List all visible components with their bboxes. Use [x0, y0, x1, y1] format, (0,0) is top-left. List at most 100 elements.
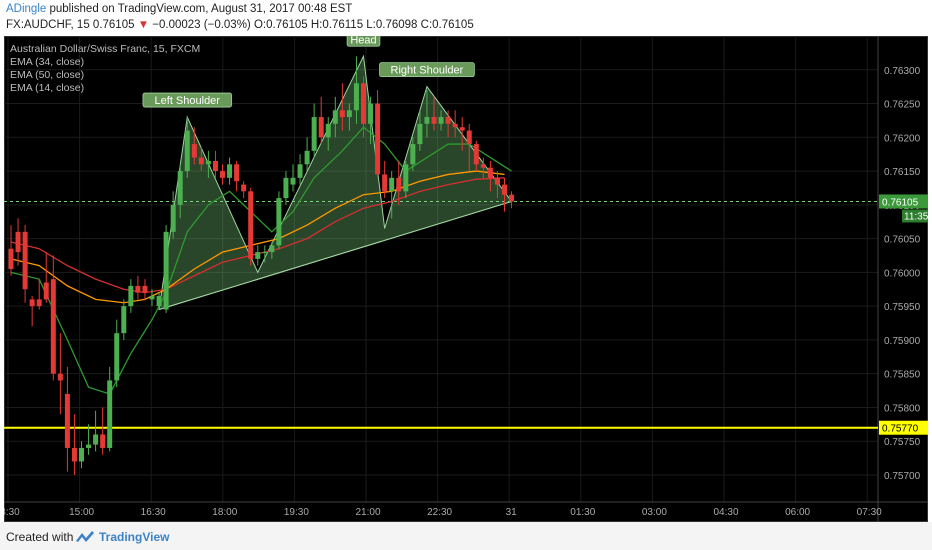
- ema-14-line: [10, 126, 512, 395]
- y-tick-label: 0.75950: [884, 302, 921, 313]
- created-with-text: Created with: [6, 530, 74, 544]
- candle: [170, 191, 176, 239]
- y-tick-label: 0.75800: [884, 403, 921, 414]
- candle-body: [121, 306, 127, 334]
- candle: [368, 96, 374, 145]
- y-tick-label: 0.76250: [884, 100, 921, 111]
- candle-body: [191, 144, 197, 158]
- candle: [191, 127, 197, 165]
- candle-body: [50, 279, 56, 374]
- candle: [262, 245, 268, 263]
- candle: [255, 245, 261, 266]
- current-price-tag: 0.76105: [882, 197, 919, 208]
- candle: [269, 241, 275, 259]
- candle: [43, 252, 49, 303]
- candle-body: [445, 117, 451, 124]
- candle: [135, 275, 141, 300]
- candle-body: [389, 177, 395, 192]
- candle: [64, 366, 70, 472]
- candle: [149, 289, 155, 307]
- footer-bar: Created with TradingView: [0, 522, 932, 550]
- candle-body: [346, 110, 352, 118]
- candle-body: [304, 150, 310, 165]
- published-text: published on TradingView.com, August 31,…: [49, 3, 353, 15]
- candle-body: [71, 447, 77, 462]
- x-tick-label: 01:30: [570, 507, 595, 518]
- candle: [396, 160, 402, 205]
- candle: [142, 279, 148, 300]
- candle: [445, 110, 451, 138]
- candle: [50, 255, 56, 381]
- candle-body: [227, 164, 233, 178]
- support-price-tag-bg: [879, 420, 928, 435]
- candle: [438, 110, 444, 131]
- candle-body: [234, 164, 240, 182]
- candle-body: [431, 117, 437, 124]
- candle: [480, 157, 486, 178]
- candle-body: [93, 434, 99, 445]
- candle: [452, 110, 458, 138]
- y-tick-label: 0.76150: [884, 167, 921, 178]
- candle: [290, 164, 296, 192]
- legend-ema-34: EMA (34, close): [10, 56, 84, 68]
- last-price: 0.76105: [92, 19, 135, 31]
- candle-body: [22, 231, 28, 290]
- candle-body: [255, 252, 261, 259]
- candle: [431, 96, 437, 131]
- candle-body: [353, 83, 359, 111]
- annotation-label-box: [346, 36, 381, 47]
- candle: [509, 191, 515, 209]
- candle-body: [142, 285, 148, 293]
- header-bar: ADingle published on TradingView.com, Au…: [0, 0, 932, 36]
- x-tick-label: 06:00: [785, 507, 810, 518]
- candle-body: [375, 103, 381, 175]
- support-price-tag: 0.75770: [882, 424, 919, 435]
- candle-body: [509, 194, 515, 202]
- candle: [212, 150, 218, 178]
- candle: [361, 76, 366, 138]
- candle-body: [332, 110, 338, 124]
- annotation-label: Right Shoulder: [391, 65, 464, 77]
- candle-body: [290, 177, 296, 185]
- candle-body: [177, 171, 183, 205]
- x-tick-label: 21:00: [355, 507, 380, 518]
- x-tick-label: 16:30: [141, 507, 166, 518]
- candle-body: [114, 333, 120, 381]
- candle: [494, 171, 500, 199]
- candle: [346, 103, 352, 131]
- candle: [107, 366, 113, 452]
- candle-body: [361, 83, 366, 124]
- candle-body: [382, 174, 388, 192]
- legend-ema-14: EMA (14, close): [10, 82, 84, 94]
- candle-body: [473, 144, 479, 165]
- ohlc-values: O:0.76105 H:0.76115 L:0.76098 C:0.76105: [253, 19, 474, 31]
- candle: [332, 96, 338, 138]
- y-tick-label: 0.76050: [884, 235, 921, 246]
- candle: [22, 225, 28, 303]
- x-tick-label: 3:30: [4, 507, 20, 518]
- price-chart[interactable]: Left Shoulder Head Right Shoulder 0.76300 0.…: [4, 36, 928, 522]
- candle-body: [100, 434, 106, 448]
- y-tick-label: 0.76000: [884, 268, 921, 279]
- candle: [15, 218, 21, 266]
- quote-line: FX:AUDCHF, 15 0.76105 ▼ −0.00023 (−0.03%…: [6, 19, 474, 31]
- candle: [8, 225, 14, 276]
- candle: [502, 177, 507, 212]
- candle: [220, 164, 225, 185]
- y-tick-label: 0.75900: [884, 336, 921, 347]
- x-tick-label: 31: [506, 507, 518, 518]
- annotation-label-box: [142, 92, 232, 108]
- candle-body: [487, 167, 493, 178]
- y-tick-label: 0.75750: [884, 437, 921, 448]
- candle: [375, 90, 381, 178]
- candle: [473, 140, 479, 172]
- candle-body: [262, 252, 268, 254]
- candle-body: [8, 248, 14, 269]
- tradingview-brand[interactable]: TradingView: [99, 530, 170, 544]
- candle: [205, 150, 211, 178]
- candle-body: [128, 285, 134, 307]
- author-link[interactable]: ADingle: [6, 3, 47, 15]
- candle-body: [502, 184, 507, 195]
- y-tick-label: 0.75700: [884, 471, 921, 482]
- x-tick-label: 04:30: [713, 507, 738, 518]
